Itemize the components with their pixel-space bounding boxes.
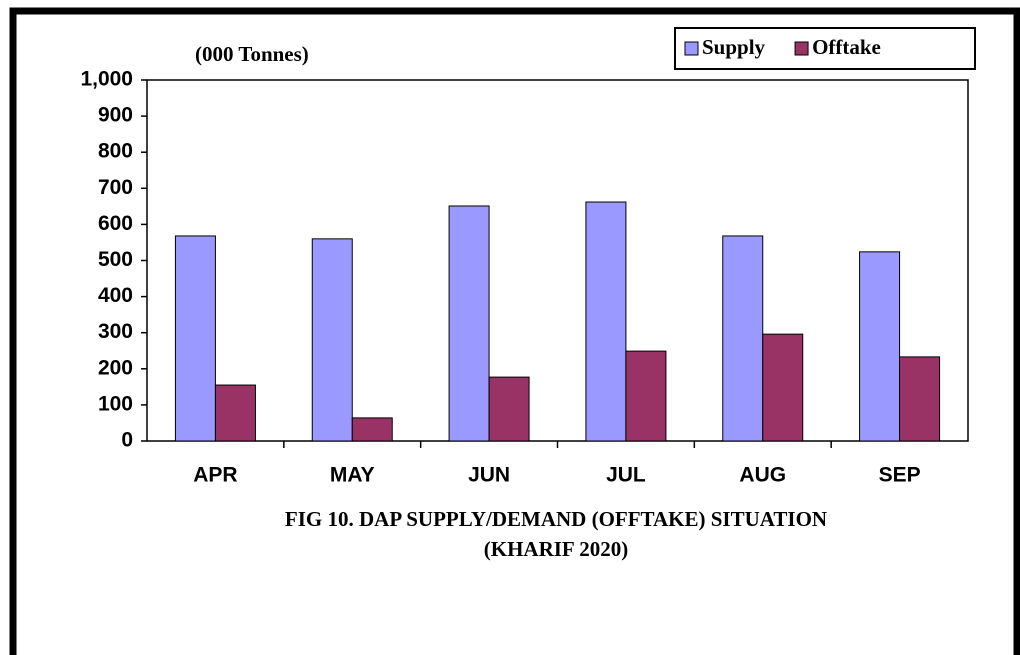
bar <box>722 235 764 442</box>
plot-area <box>146 79 969 442</box>
bar <box>762 333 804 442</box>
y-tick-label: 600 <box>98 212 133 235</box>
y-tick-label: 800 <box>98 140 133 163</box>
bar <box>448 205 490 442</box>
y-tick-label: 300 <box>98 320 133 343</box>
legend-swatch <box>794 41 809 56</box>
legend-swatch <box>684 41 699 56</box>
bar <box>859 251 901 442</box>
y-tick-label: 1,000 <box>80 68 133 91</box>
x-tick-label: AUG <box>739 464 786 487</box>
y-tick-label: 200 <box>98 356 133 379</box>
bar <box>488 376 530 442</box>
x-tick-label: APR <box>193 464 237 487</box>
legend-label: Offtake <box>812 35 881 59</box>
y-tick-label: 400 <box>98 284 133 307</box>
bar <box>351 417 393 442</box>
y-tick-label: 500 <box>98 248 133 271</box>
y-tick-label: 700 <box>98 176 133 199</box>
bar <box>214 384 256 442</box>
legend-label: Supply <box>702 35 766 59</box>
bar <box>585 201 627 442</box>
x-tick-label: JUL <box>606 464 646 487</box>
y-tick-label: 100 <box>98 392 133 415</box>
bar <box>625 350 667 442</box>
bar <box>174 235 216 442</box>
y-tick-label: 900 <box>98 104 133 127</box>
x-tick-label: SEP <box>879 464 921 487</box>
x-tick-label: JUN <box>468 464 510 487</box>
bar <box>311 238 353 442</box>
x-tick-label: MAY <box>330 464 375 487</box>
chart-title: FIG 10. DAP SUPPLY/DEMAND (OFFTAKE) SITU… <box>285 507 827 531</box>
chart-subtitle: (KHARIF 2020) <box>484 537 628 561</box>
bar <box>899 356 941 442</box>
frame <box>9 7 1020 655</box>
y-tick-label: 0 <box>121 429 133 452</box>
legend <box>674 27 976 70</box>
y-axis-label: (000 Tonnes) <box>195 42 309 66</box>
